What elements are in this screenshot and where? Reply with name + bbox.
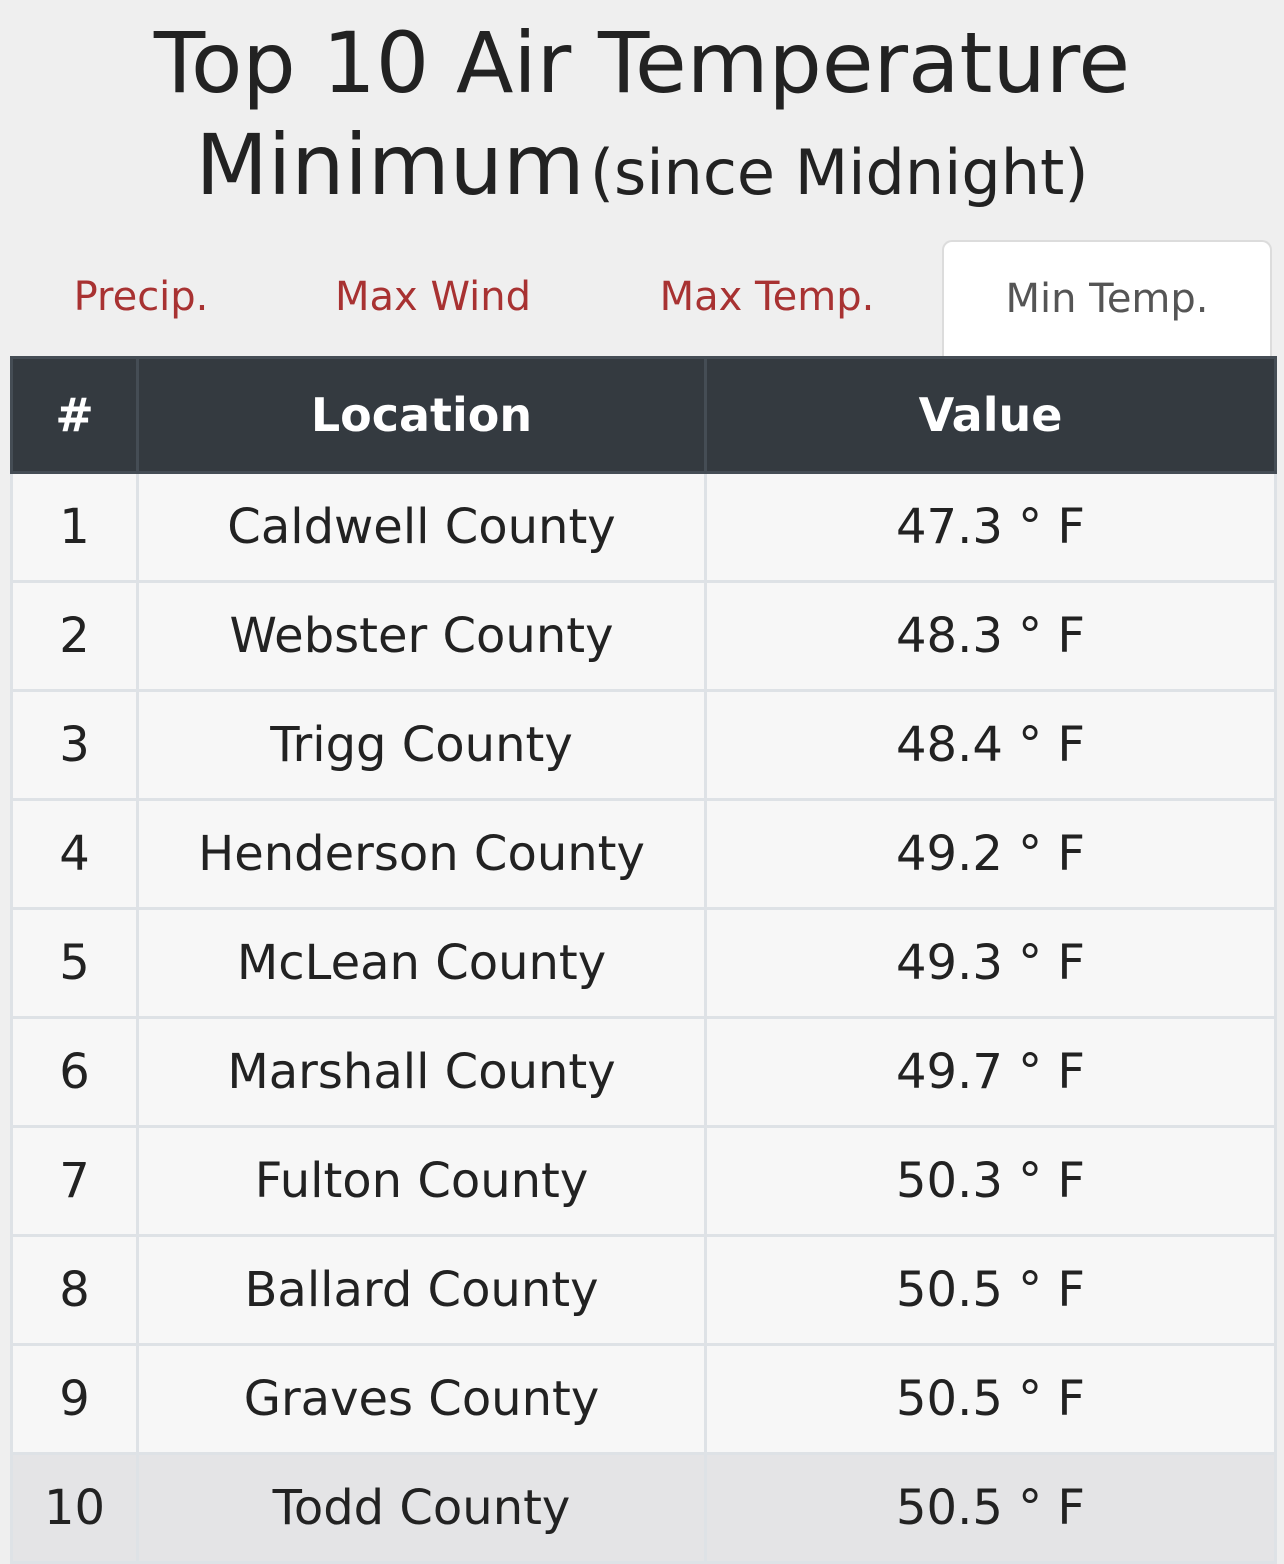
table-row: 6 Marshall County 49.7 ° F [10,1016,1277,1128]
table-row: 5 McLean County 49.3 ° F [10,907,1277,1019]
tab-precip[interactable]: Precip. [73,274,209,320]
page-title-line1: Top 10 Air Temperature [153,14,1131,112]
table-row: 10 Todd County 50.5 ° F [10,1452,1277,1564]
tab-max-temp[interactable]: Max Temp. [659,274,875,320]
table-row: 2 Webster County 48.3 ° F [10,580,1277,692]
value-cell: 50.3 ° F [704,1125,1277,1237]
tab-max-wind[interactable]: Max Wind [335,274,531,320]
page-title: Top 10 Air Temperature Minimum (since Mi… [0,12,1284,240]
page-title-main: Minimum [195,116,585,214]
column-header-location: Location [136,356,707,474]
value-cell: 49.2 ° F [704,798,1277,910]
location-cell: Marshall County [136,1016,707,1128]
tab-bar: Precip. Max Wind Max Temp. Min Temp. [10,240,1272,356]
location-cell: Ballard County [136,1234,707,1346]
table-row: 3 Trigg County 48.4 ° F [10,689,1277,801]
rank-cell: 6 [10,1016,139,1128]
value-cell: 48.3 ° F [704,580,1277,692]
rankings-table: # Location Value 1 Caldwell County 47.3 … [10,356,1277,1564]
location-cell: Todd County [136,1452,707,1564]
location-cell: Graves County [136,1343,707,1455]
location-cell: McLean County [136,907,707,1019]
rank-cell: 9 [10,1343,139,1455]
page-title-line2: Minimum (since Midnight) [0,114,1284,240]
tab-min-temp[interactable]: Min Temp. [942,240,1272,356]
column-header-rank: # [10,356,139,474]
column-header-value: Value [704,356,1277,474]
table-row: 9 Graves County 50.5 ° F [10,1343,1277,1455]
location-cell: Fulton County [136,1125,707,1237]
value-cell: 50.5 ° F [704,1234,1277,1346]
rank-cell: 7 [10,1125,139,1237]
rank-cell: 8 [10,1234,139,1346]
value-cell: 49.3 ° F [704,907,1277,1019]
location-cell: Trigg County [136,689,707,801]
value-cell: 47.3 ° F [704,471,1277,583]
rank-cell: 2 [10,580,139,692]
table-row: 7 Fulton County 50.3 ° F [10,1125,1277,1237]
value-cell: 48.4 ° F [704,689,1277,801]
rank-cell: 10 [10,1452,139,1564]
table-row: 8 Ballard County 50.5 ° F [10,1234,1277,1346]
location-cell: Webster County [136,580,707,692]
location-cell: Caldwell County [136,471,707,583]
location-cell: Henderson County [136,798,707,910]
value-cell: 49.7 ° F [704,1016,1277,1128]
rank-cell: 5 [10,907,139,1019]
rank-cell: 4 [10,798,139,910]
value-cell: 50.5 ° F [704,1343,1277,1455]
table-row: 4 Henderson County 49.2 ° F [10,798,1277,910]
rank-cell: 1 [10,471,139,583]
table-header-row: # Location Value [10,356,1277,474]
rank-cell: 3 [10,689,139,801]
page-title-subtitle: (since Midnight) [589,136,1089,209]
value-cell: 50.5 ° F [704,1452,1277,1564]
table-row: 1 Caldwell County 47.3 ° F [10,471,1277,583]
